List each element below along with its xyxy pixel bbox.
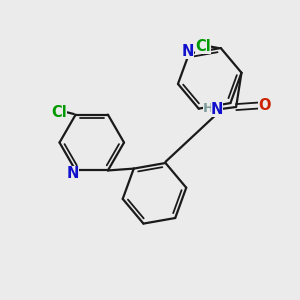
Text: H: H — [203, 102, 214, 115]
Text: N: N — [67, 166, 80, 181]
Text: Cl: Cl — [195, 39, 211, 54]
Text: N: N — [211, 102, 223, 117]
Text: O: O — [258, 98, 271, 113]
Text: Cl: Cl — [51, 105, 67, 120]
Text: N: N — [181, 44, 194, 59]
